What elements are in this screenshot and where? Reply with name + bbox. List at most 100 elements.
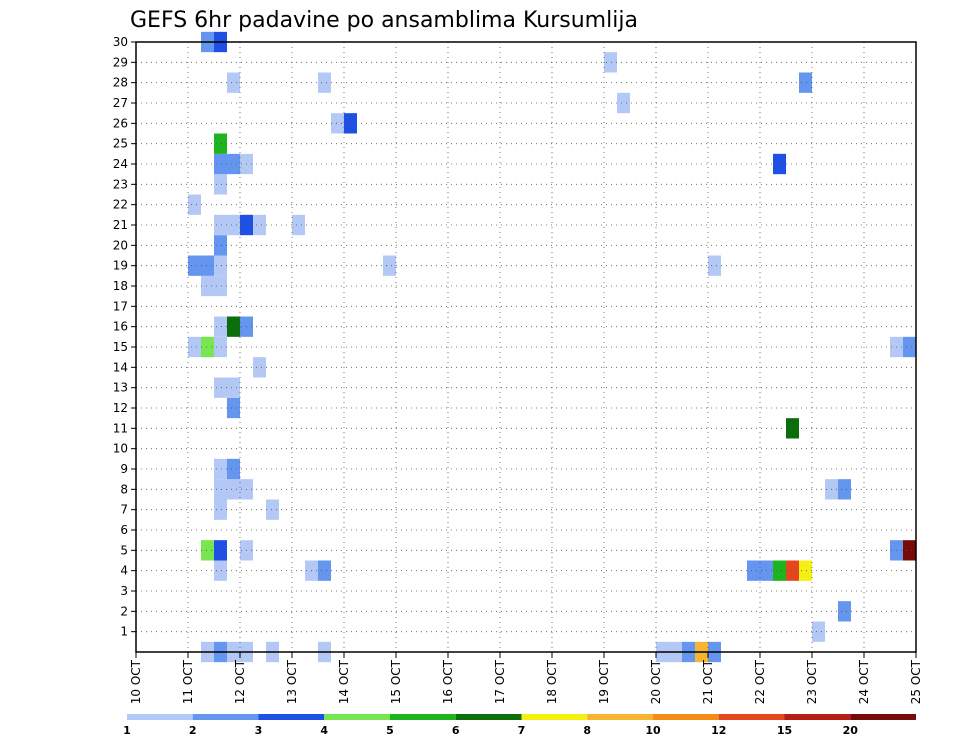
heat-cell (799, 560, 812, 581)
y-tick-label: 1 (120, 625, 128, 639)
heat-cell (214, 235, 227, 256)
heat-cell (708, 255, 721, 276)
y-tick-label: 2 (120, 604, 128, 618)
colorbar-label: 8 (583, 724, 591, 737)
y-tick-label: 16 (113, 320, 128, 334)
y-tick-label: 7 (120, 503, 128, 517)
x-tick-label: 19 OCT (597, 659, 611, 704)
y-tick-label: 25 (113, 137, 128, 151)
y-tick-label: 5 (120, 543, 128, 557)
heat-cell (188, 194, 201, 215)
heat-cell (617, 92, 630, 114)
y-tick-label: 19 (113, 259, 128, 273)
heat-cell (773, 560, 786, 581)
y-tick-label: 30 (113, 35, 128, 49)
y-tick-label: 6 (120, 523, 128, 537)
y-tick-label: 10 (113, 442, 128, 456)
heat-cell (214, 214, 227, 236)
heat-cell (253, 357, 266, 378)
y-tick-label: 13 (113, 381, 128, 395)
heat-cell (318, 72, 331, 93)
heat-cell (227, 458, 240, 480)
heat-cell (201, 275, 214, 297)
colorbar-label: 10 (645, 724, 661, 737)
colorbar: 1 2 3 4 5 6 7 8 10 12 15 20 (123, 714, 916, 737)
heat-cell (773, 153, 786, 175)
heat-cell (227, 479, 240, 500)
x-tick-label: 11 OCT (181, 659, 195, 704)
heat-cell (188, 255, 201, 276)
colorbar-label: 7 (518, 724, 526, 737)
y-tick-label: 27 (113, 96, 128, 110)
colorbar-label: 1 (123, 724, 131, 737)
y-tick-label: 24 (113, 157, 128, 171)
heat-cell (214, 275, 227, 297)
heat-cell (227, 214, 240, 236)
y-axis: 1234567891011121314151617181920212223242… (113, 35, 136, 639)
x-tick-label: 17 OCT (493, 659, 507, 704)
colorbar-swatch (521, 714, 588, 720)
heat-cell (214, 458, 227, 480)
y-tick-label: 17 (113, 299, 128, 313)
data-cells (188, 31, 916, 663)
heat-cell (747, 560, 760, 581)
grid-lines (136, 41, 916, 652)
y-tick-label: 4 (120, 564, 128, 578)
colorbar-swatch (258, 714, 325, 720)
colorbar-swatch (653, 714, 719, 720)
heat-cell (331, 113, 344, 134)
colorbar-swatch (192, 714, 259, 720)
heat-cell (214, 377, 227, 398)
colorbar-label: 20 (843, 724, 859, 737)
x-tick-label: 10 OCT (129, 659, 143, 704)
colorbar-swatch (587, 714, 653, 720)
y-tick-label: 29 (113, 55, 128, 69)
x-tick-label: 23 OCT (805, 659, 819, 704)
heat-cell (227, 72, 240, 93)
colorbar-label: 4 (320, 724, 328, 737)
heat-cell (799, 72, 812, 93)
colorbar-label: 2 (189, 724, 197, 737)
colorbar-swatch (324, 714, 390, 720)
heat-cell (227, 397, 240, 419)
heat-cell (214, 174, 227, 195)
heat-cell (253, 214, 266, 236)
x-axis: 10 OCT 11 OCT 12 OCT 13 OCT 14 OCT 15 OCT 16 O… (129, 652, 923, 704)
colorbar-swatch (127, 714, 193, 720)
heat-cell (786, 418, 799, 439)
heat-cell (604, 52, 617, 73)
heat-cell (201, 336, 214, 358)
heat-cell (214, 540, 227, 561)
y-tick-label: 21 (113, 218, 128, 232)
heat-cell (903, 336, 916, 358)
x-tick-label: 14 OCT (337, 659, 351, 704)
colorbar-swatch (850, 714, 916, 720)
heat-cell (292, 214, 305, 236)
y-tick-label: 20 (113, 238, 128, 252)
heat-cell (214, 499, 227, 520)
heat-cell (201, 540, 214, 561)
y-tick-label: 18 (113, 279, 128, 293)
y-tick-label: 9 (120, 462, 128, 476)
y-tick-label: 23 (113, 177, 128, 191)
heat-cell (318, 560, 331, 581)
heat-cell (214, 316, 227, 337)
colorbar-label: 12 (711, 724, 726, 737)
colorbar-label: 6 (452, 724, 460, 737)
x-tick-label: 21 OCT (701, 659, 715, 704)
heat-cell (214, 560, 227, 581)
colorbar-swatch (784, 714, 851, 720)
x-tick-label: 25 OCT (909, 659, 923, 704)
heat-cell (383, 255, 396, 276)
heat-cell (214, 133, 227, 154)
x-tick-label: 18 OCT (545, 659, 559, 704)
heat-cell (786, 560, 799, 581)
heat-cell (838, 479, 851, 500)
y-tick-label: 14 (113, 360, 128, 374)
y-tick-label: 12 (113, 401, 128, 415)
chart-title: GEFS 6hr padavine po ansamblima Kursumli… (130, 8, 638, 33)
heat-cell (903, 540, 916, 561)
y-tick-label: 8 (120, 482, 128, 496)
y-tick-label: 28 (113, 76, 128, 90)
